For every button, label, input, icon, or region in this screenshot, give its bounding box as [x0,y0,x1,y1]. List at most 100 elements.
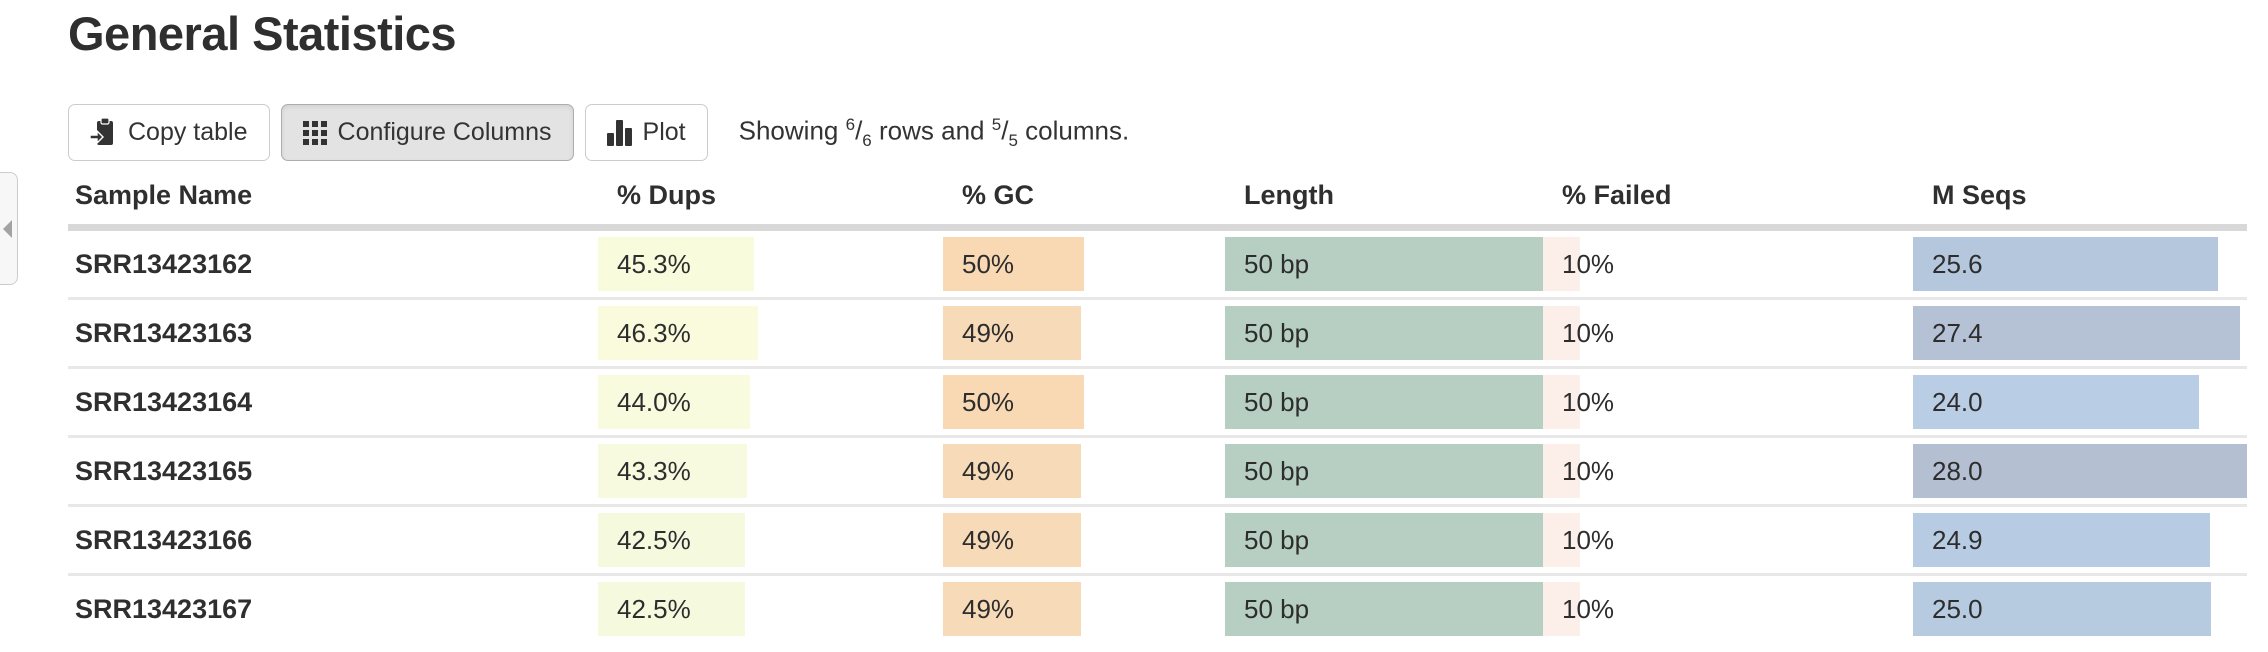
cell-bar [598,444,748,498]
plot-button[interactable]: Plot [584,104,708,161]
cell-value: 27.4 [1932,318,1983,348]
cell-value: 28.0 [1932,456,1983,486]
cell-bar [1913,306,2240,360]
cell-value: 50% [962,249,1015,279]
gc-cell: 49% [943,444,1225,498]
cell-value: 50% [962,387,1015,417]
failed-cell: 10% [1543,237,1913,291]
cell-bar [1543,306,1580,360]
table-row: SRR13423166 42.5% 49% 50 bp 10% 24.9 [68,507,2247,576]
gc-cell: 50% [943,375,1225,429]
cols-total: 5 [1008,130,1018,150]
column-header-dups[interactable]: % Dups [617,180,717,210]
cell-value: 49% [962,525,1015,555]
chevron-left-icon [2,219,12,238]
table-row: SRR13423164 44.0% 50% 50 bp 10% 24.0 [68,369,2247,438]
cell-bar [1225,444,1543,498]
column-header-gc[interactable]: % GC [962,180,1035,210]
plot-label: Plot [642,118,686,146]
cell-value: 24.0 [1932,387,1983,417]
failed-cell: 10% [1543,375,1913,429]
mseqs-cell: 25.0 [1913,582,2247,636]
cell-value: 25.6 [1932,249,1983,279]
column-header-mseqs[interactable]: M Seqs [1932,180,2027,210]
cell-bar [1913,582,2212,636]
general-statistics-table: Sample Name % Dups % GC Length % Failed … [68,176,2247,642]
clipboard-copy-icon [90,118,117,147]
cell-bar [598,513,745,567]
cell-value: 49% [962,318,1015,348]
cell-value: 10% [1562,387,1615,417]
mseqs-cell: 24.0 [1913,375,2247,429]
length-cell: 50 bp [1225,513,1543,567]
sample-name-cell[interactable]: SRR13423164 [75,387,253,417]
cell-bar [598,306,758,360]
showing-summary: Showing 6/6 rows and 5/5 columns. [738,114,1130,150]
cell-bar [943,237,1084,291]
length-cell: 50 bp [1225,375,1543,429]
gc-cell: 50% [943,237,1225,291]
cell-value: 43.3% [617,456,691,486]
cell-bar [1225,306,1543,360]
sample-name-cell[interactable]: SRR13423162 [75,249,253,279]
cell-bar [1225,237,1543,291]
cell-value: 24.9 [1932,525,1983,555]
column-header-sample-name[interactable]: Sample Name [75,180,253,210]
cell-value: 25.0 [1932,594,1983,624]
cell-value: 44.0% [617,387,691,417]
column-header-length[interactable]: Length [1244,180,1334,210]
copy-table-button[interactable]: Copy table [68,104,270,161]
grid-icon [302,120,327,145]
failed-cell: 10% [1543,444,1913,498]
copy-table-label: Copy table [128,118,248,146]
rows-total: 6 [862,130,872,150]
length-cell: 50 bp [1225,306,1543,360]
dups-cell: 42.5% [598,513,943,567]
cell-bar [1543,444,1580,498]
cell-value: 10% [1562,456,1615,486]
length-cell: 50 bp [1225,444,1543,498]
dups-cell: 44.0% [598,375,943,429]
cell-value: 50 bp [1244,456,1310,486]
cell-bar [598,582,745,636]
dups-cell: 45.3% [598,237,943,291]
cell-bar [1913,513,2210,567]
cell-bar [598,375,750,429]
cell-bar [1543,237,1580,291]
cell-bar [1913,237,2219,291]
table-header-row: Sample Name % Dups % GC Length % Failed … [68,176,2247,231]
dups-cell: 43.3% [598,444,943,498]
sample-name-cell[interactable]: SRR13423167 [75,594,253,624]
length-cell: 50 bp [1225,582,1543,636]
cell-value: 10% [1562,594,1615,624]
sample-name-cell[interactable]: SRR13423166 [75,525,253,555]
cell-bar [1543,375,1580,429]
configure-columns-button[interactable]: Configure Columns [280,104,574,161]
sample-name-cell[interactable]: SRR13423165 [75,456,253,486]
toolbox-toggle-tab[interactable] [0,172,18,285]
cell-value: 42.5% [617,594,691,624]
length-cell: 50 bp [1225,237,1543,291]
cell-value: 50 bp [1244,387,1310,417]
cell-value: 50 bp [1244,249,1310,279]
sample-name-cell[interactable]: SRR13423163 [75,318,253,348]
cell-bar [1225,582,1543,636]
table-row: SRR13423167 42.5% 49% 50 bp 10% 25.0 [68,576,2247,642]
mseqs-cell: 24.9 [1913,513,2247,567]
mseqs-cell: 28.0 [1913,444,2247,498]
gc-cell: 49% [943,306,1225,360]
cell-value: 10% [1562,249,1615,279]
cell-bar [1913,375,2200,429]
cell-bar [943,513,1082,567]
cols-shown: 5 [991,114,1002,134]
cell-value: 46.3% [617,318,691,348]
cell-bar [598,237,755,291]
mseqs-cell: 25.6 [1913,237,2247,291]
column-header-failed[interactable]: % Failed [1562,180,1672,210]
mseqs-cell: 27.4 [1913,306,2247,360]
cell-bar [943,375,1084,429]
failed-cell: 10% [1543,582,1913,636]
cell-value: 50 bp [1244,525,1310,555]
cell-value: 49% [962,456,1015,486]
cell-value: 49% [962,594,1015,624]
